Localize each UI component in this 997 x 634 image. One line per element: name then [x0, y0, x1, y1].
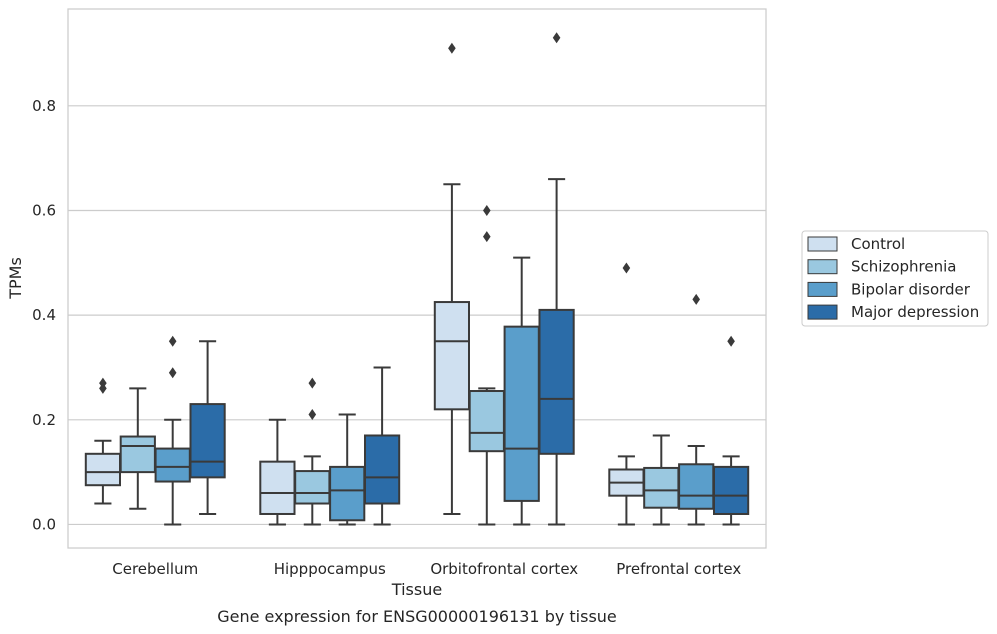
box-1-3 — [363, 366, 401, 526]
legend-swatch — [807, 259, 838, 275]
box-0-3 — [189, 340, 226, 515]
legend-label: Bipolar disorder — [851, 280, 971, 298]
y-axis-ticks: 0.0 0.2 0.4 0.6 0.8 — [32, 97, 56, 534]
box-0-2 — [154, 335, 191, 526]
box-3-1 — [643, 434, 680, 526]
x-tick-label: Prefrontal cortex — [616, 560, 741, 578]
legend-swatch — [807, 281, 838, 297]
box-body — [294, 470, 331, 505]
box-body — [468, 390, 505, 453]
box-3-0 — [608, 262, 645, 526]
box-body — [363, 434, 401, 505]
outlier-point — [168, 335, 177, 347]
box-body — [189, 403, 226, 479]
outlier-point — [692, 293, 700, 305]
x-axis-label: Tissue — [391, 580, 442, 599]
box-body — [538, 308, 575, 455]
legend-swatch — [807, 304, 838, 320]
outlier-point — [622, 262, 631, 274]
outlier-point — [448, 42, 456, 54]
outlier-point — [308, 377, 317, 389]
box-body — [84, 452, 122, 487]
legend-item: Major depression — [807, 303, 979, 321]
y-tick-label: 0.6 — [32, 201, 56, 219]
box-3-2 — [678, 293, 715, 526]
y-tick-label: 0.0 — [32, 515, 56, 533]
x-axis-ticks: Cerebellum Hipppocampus Orbitofrontal cort… — [112, 560, 741, 578]
box-body — [712, 465, 750, 515]
x-tick-label: Cerebellum — [112, 560, 198, 578]
box-body — [119, 435, 156, 474]
box-0-0 — [84, 377, 122, 505]
box-1-1 — [294, 377, 331, 526]
outlier-point — [483, 204, 491, 216]
box-2-1 — [468, 204, 505, 526]
legend-item: Schizophrenia — [807, 258, 956, 276]
legend-label: Major depression — [851, 303, 979, 321]
legend-frame — [801, 230, 989, 327]
box-body — [433, 301, 471, 411]
box-0-1 — [119, 387, 156, 510]
outlier-point — [308, 409, 317, 421]
box-2-2 — [503, 256, 540, 526]
legend-item: Control — [807, 235, 905, 253]
box-body — [643, 466, 680, 509]
outlier-point — [483, 231, 491, 243]
box-body — [329, 465, 366, 522]
legend-label: Schizophrenia — [851, 258, 956, 276]
y-tick-label: 0.8 — [32, 97, 56, 115]
box-body — [503, 325, 540, 502]
y-tick-label: 0.4 — [32, 306, 56, 324]
legend-label: Control — [851, 235, 905, 253]
outlier-point — [168, 367, 177, 379]
x-tick-label: Hipppocampus — [274, 560, 386, 578]
plot-area-frame — [67, 8, 767, 549]
outlier-point — [99, 377, 107, 389]
box-series — [84, 32, 750, 526]
outlier-point — [552, 32, 561, 44]
box-body — [259, 460, 296, 515]
box-2-0 — [433, 42, 471, 515]
legend: Control Schizophrenia Bipolar disorder Majo… — [801, 230, 989, 327]
box-3-3 — [712, 335, 750, 526]
outlier-point — [727, 335, 735, 347]
y-tick-label: 0.2 — [32, 411, 56, 429]
box-body — [154, 447, 191, 483]
legend-item: Bipolar disorder — [807, 280, 971, 298]
box-body — [678, 463, 715, 510]
box-1-0 — [259, 418, 296, 526]
x-tick-label: Orbitofrontal cortex — [430, 560, 578, 578]
box-1-2 — [329, 413, 366, 526]
gridlines — [68, 105, 766, 526]
y-axis-label: TPMs — [6, 257, 25, 300]
legend-swatch — [807, 236, 838, 252]
box-2-3 — [538, 32, 575, 526]
chart-caption: Gene expression for ENSG00000196131 by t… — [217, 607, 617, 626]
